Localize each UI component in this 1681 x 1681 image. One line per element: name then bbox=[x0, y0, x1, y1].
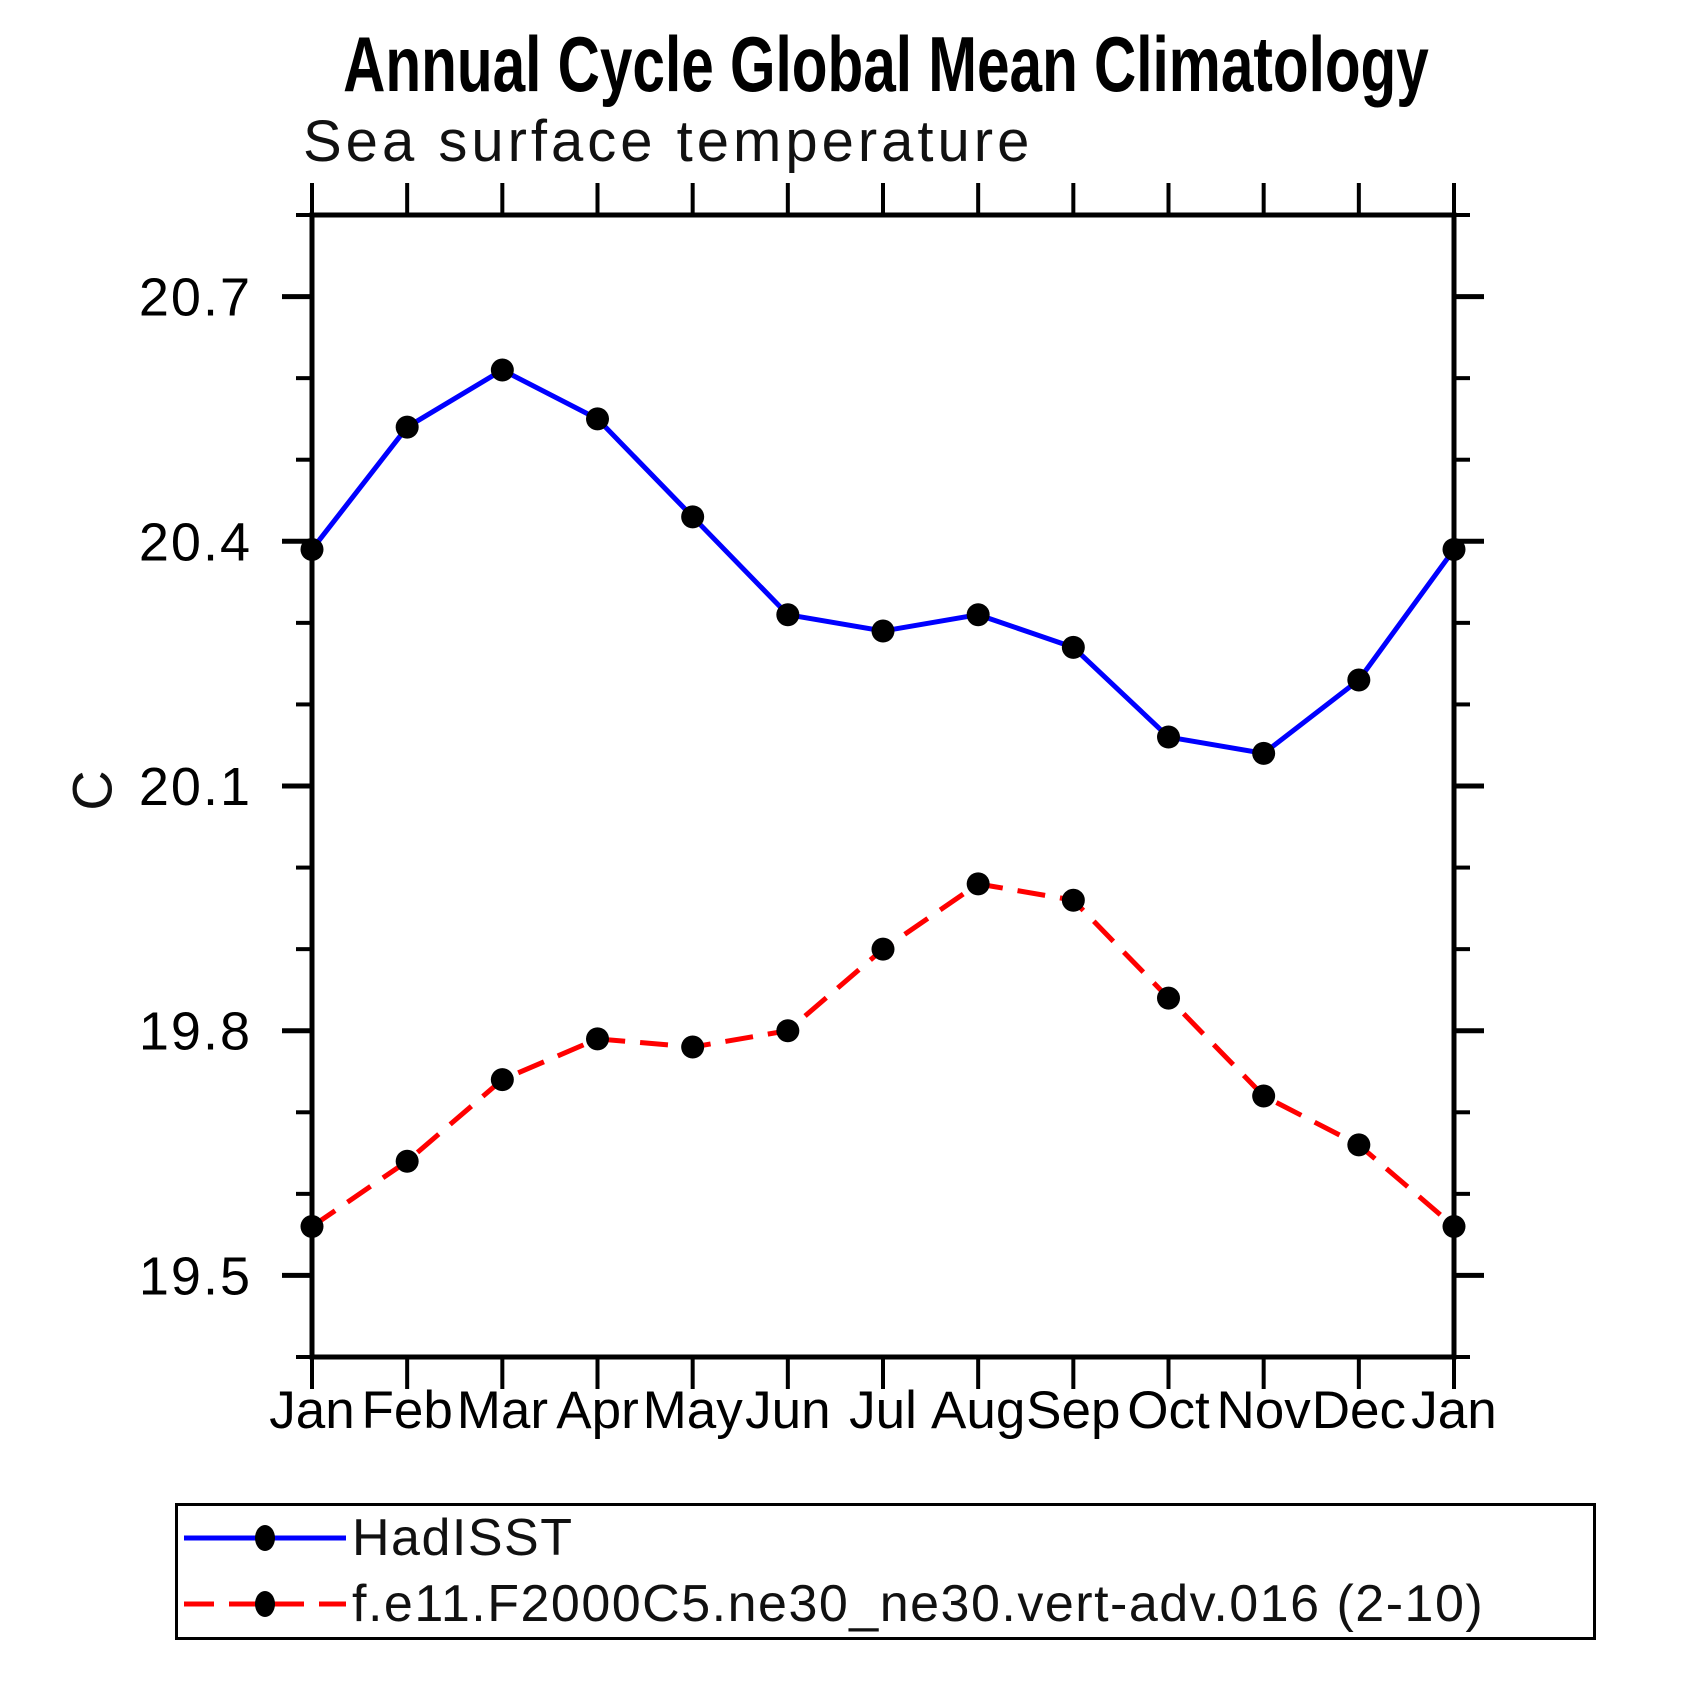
data-point-marker bbox=[776, 1019, 800, 1043]
chart-title: Annual Cycle Global Mean Climatology bbox=[343, 20, 1429, 108]
x-axis-tick-label: Nov bbox=[1217, 1381, 1312, 1440]
axis-frame bbox=[309, 212, 1457, 1360]
data-point-marker bbox=[490, 1068, 514, 1092]
data-point-marker bbox=[1347, 1133, 1371, 1157]
legend-label-hadisst: HadISST bbox=[352, 1509, 574, 1567]
legend-solid-line-icon bbox=[184, 1525, 346, 1551]
x-axis-tick-label: Jul bbox=[849, 1381, 917, 1440]
data-point-marker bbox=[300, 1214, 324, 1238]
y-axis-tick-label: 19.5 bbox=[139, 1246, 252, 1306]
data-point-marker bbox=[490, 358, 514, 382]
y-axis-tick-label: 20.4 bbox=[139, 512, 252, 572]
data-point-marker bbox=[586, 1027, 609, 1051]
x-axis-tick-label: Feb bbox=[362, 1381, 453, 1440]
x-axis-tick-label: May bbox=[643, 1381, 744, 1440]
data-point-marker bbox=[395, 415, 419, 439]
data-point-marker bbox=[1157, 725, 1180, 749]
legend-entry-hadisst: HadISST bbox=[180, 1509, 574, 1567]
legend-marker-dot-icon bbox=[255, 1525, 275, 1551]
data-point-marker bbox=[966, 872, 990, 896]
x-axis-tick-label: Jan bbox=[269, 1381, 354, 1440]
x-axis-tick-label: Jan bbox=[1411, 1381, 1496, 1440]
data-point-marker bbox=[871, 619, 895, 643]
legend-label-model: f.e11.F2000C5.ne30_ne30.vert-adv.016 (2-… bbox=[352, 1575, 1485, 1633]
x-axis-tick-label: Aug bbox=[931, 1381, 1025, 1440]
legend: HadISST f.e11.F2000C5.ne30_ne30.vert-adv… bbox=[175, 1503, 1596, 1640]
data-point-marker bbox=[1442, 1214, 1466, 1238]
data-point-marker bbox=[966, 603, 990, 627]
data-point-marker bbox=[1347, 668, 1371, 692]
data-point-marker bbox=[1061, 635, 1085, 659]
x-axis-tick-label: Apr bbox=[556, 1381, 638, 1440]
data-point-marker bbox=[681, 1035, 705, 1059]
x-axis-tick-label: Oct bbox=[1127, 1381, 1210, 1440]
data-point-marker bbox=[1252, 741, 1276, 765]
data-point-marker bbox=[776, 603, 800, 627]
series-line-hadisst bbox=[310, 367, 1457, 757]
x-axis-tick-label: Dec bbox=[1312, 1381, 1406, 1440]
data-point-marker bbox=[1252, 1084, 1276, 1108]
y-axis-tick-label: 20.7 bbox=[139, 268, 252, 328]
data-point-marker bbox=[871, 937, 895, 961]
series-line-model bbox=[310, 881, 1456, 1229]
legend-marker-dot-icon bbox=[255, 1591, 275, 1617]
legend-entry-model: f.e11.F2000C5.ne30_ne30.vert-adv.016 (2-… bbox=[180, 1575, 1485, 1633]
data-point-marker bbox=[395, 1149, 419, 1173]
y-axis-tick-label: 20.1 bbox=[139, 757, 252, 817]
chart-subtitle: Sea surface temperature bbox=[303, 109, 1034, 174]
data-point-marker bbox=[1061, 888, 1085, 912]
data-point-marker bbox=[300, 537, 324, 561]
x-axis-tick-label: Jun bbox=[745, 1381, 830, 1440]
data-point-marker bbox=[1442, 537, 1466, 561]
data-point-marker bbox=[586, 407, 609, 431]
legend-dashed-line-icon bbox=[184, 1591, 346, 1617]
x-axis-tick-label: Mar bbox=[457, 1381, 548, 1440]
y-axis-tick-label: 19.8 bbox=[139, 1002, 252, 1062]
data-point-marker bbox=[1157, 986, 1180, 1010]
data-point-marker bbox=[681, 505, 705, 529]
x-axis-tick-label: Sep bbox=[1026, 1381, 1120, 1440]
